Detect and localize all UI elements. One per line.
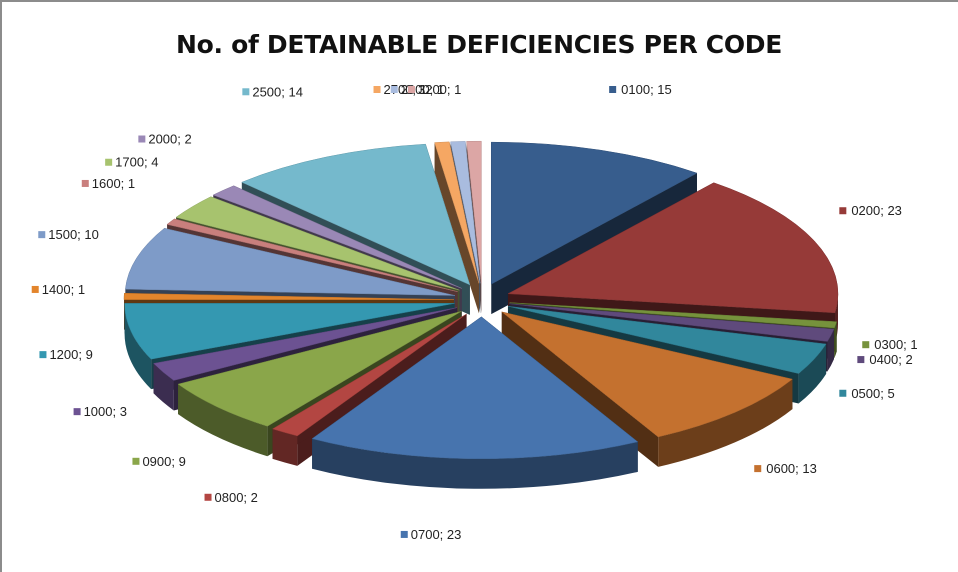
legend-label-1000: 1000; 3 [73, 404, 127, 419]
legend-label-1700: 1700; 4 [105, 155, 159, 170]
legend-label-2900: 2900; 1 [390, 82, 444, 97]
legend-label-1600: 1600; 1 [81, 176, 135, 191]
slice-label: 1500; 10 [48, 227, 99, 242]
slice-2700 [434, 141, 480, 314]
legend-label-1400: 1400; 1 [31, 282, 85, 297]
legend-label-1500: 1500; 10 [38, 227, 99, 242]
slice-label: 2000; 2 [148, 132, 191, 147]
slice-label: 1200; 9 [49, 347, 92, 362]
legend-label-2000: 2000; 2 [138, 132, 192, 147]
legend-label-3200: 3200; 1 [407, 82, 461, 97]
legend-label-1200: 1200; 9 [39, 347, 93, 362]
slice-label: 2500; 14 [252, 84, 303, 99]
slice-label: 0200; 23 [851, 203, 902, 218]
slice-label: 0100; 15 [621, 82, 672, 97]
legend-label-2700: 2700; 1 [373, 82, 427, 97]
legend-label-0600: 0600; 13 [754, 461, 817, 476]
legend-label-0700: 0700; 23 [400, 527, 462, 542]
slice-label: 0400; 2 [869, 352, 912, 367]
slice-label: 1000; 3 [84, 404, 127, 419]
legend-label-0500: 0500; 5 [839, 386, 895, 401]
slice-label: 1600; 1 [92, 176, 135, 191]
legend-label-0900: 0900; 9 [132, 454, 186, 469]
slice-0700 [311, 316, 639, 489]
slice-label: 0900; 9 [142, 454, 185, 469]
slice-label: 2700; 1 [384, 82, 427, 97]
legend-label-2500: 2500; 14 [242, 84, 303, 99]
slice-label: 2900; 1 [401, 82, 444, 97]
slice-label: 1400; 1 [42, 282, 85, 297]
slice-label: 0600; 13 [766, 461, 817, 476]
slice-label: 3200; 1 [418, 82, 461, 97]
slice-label: 1700; 4 [115, 155, 158, 170]
legend-label-0200: 0200; 23 [839, 203, 902, 218]
chart-title: No. of DETAINABLE DEFICIENCIES PER CODE [175, 30, 783, 59]
slice-label: 0300; 1 [874, 337, 917, 352]
slice-label: 0500; 5 [851, 386, 894, 401]
slice-label: 0800; 2 [215, 490, 258, 505]
slice-label: 0700; 23 [411, 527, 462, 542]
legend-label-0800: 0800; 2 [204, 490, 258, 505]
legend-label-0400: 0400; 2 [857, 352, 913, 367]
legend-label-0300: 0300; 1 [862, 337, 918, 352]
legend-label-0100: 0100; 15 [609, 82, 672, 97]
